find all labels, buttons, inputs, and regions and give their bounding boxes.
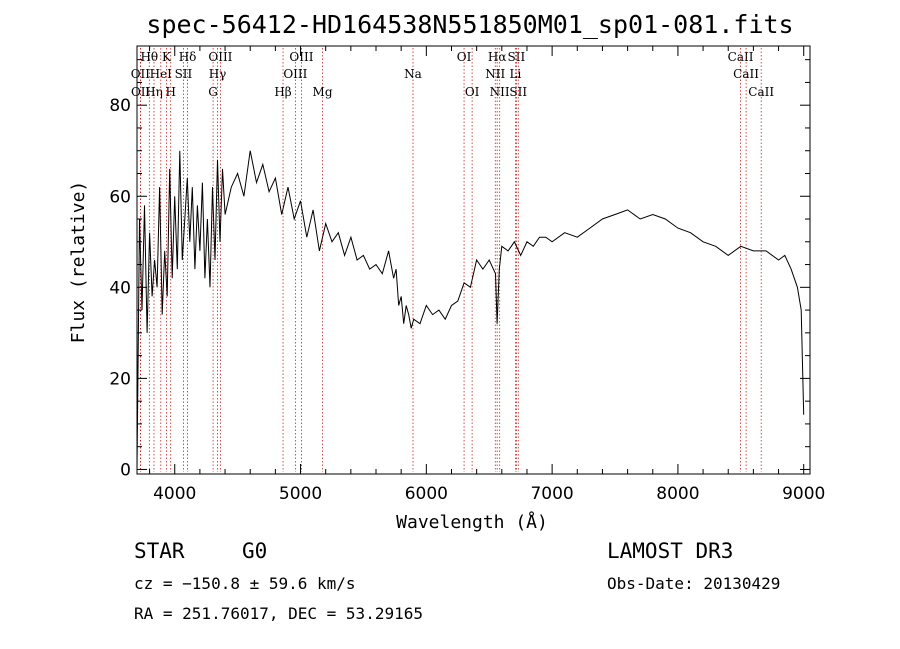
- line-label: NII: [485, 67, 505, 81]
- x-tick-label: 4000: [153, 484, 196, 504]
- plot-frame: [136, 45, 811, 475]
- line-label: G: [208, 85, 218, 99]
- y-tick-label: 20: [109, 369, 131, 389]
- x-tick-label: 6000: [405, 484, 448, 504]
- line-label: Hη: [145, 85, 163, 99]
- line-label: Mg: [313, 85, 333, 99]
- x-tick-label: 9000: [782, 484, 825, 504]
- line-label: OIII: [283, 67, 307, 81]
- line-label: OIII: [289, 50, 313, 64]
- cz-value: cz = −150.8 ± 59.6 km/s: [134, 574, 356, 593]
- object-subclass: G0: [242, 539, 267, 563]
- line-label: CaII: [733, 67, 759, 81]
- line-label: Hδ: [179, 50, 197, 64]
- line-label: OI: [465, 85, 480, 99]
- line-label: SII: [509, 85, 527, 99]
- x-ticks: 4000 5000 6000 7000 8000 9000: [149, 46, 825, 504]
- y-tick-label: 0: [120, 460, 131, 480]
- y-ticks: 0 20 40 60 80: [109, 59, 810, 480]
- line-label: OII: [131, 85, 151, 99]
- line-label: Hα: [488, 50, 507, 64]
- y-tick-label: 60: [109, 187, 131, 207]
- x-axis-label: Wavelength (Å): [396, 511, 548, 533]
- x-tick-label: 5000: [279, 484, 322, 504]
- line-label: Hγ: [209, 67, 227, 81]
- line-label: K: [162, 50, 172, 64]
- line-label: NII: [490, 85, 510, 99]
- line-label: OI: [457, 50, 472, 64]
- line-label: SII: [175, 67, 193, 81]
- line-label: Hθ: [140, 50, 158, 64]
- x-tick-label: 8000: [656, 484, 699, 504]
- chart-title: spec-56412-HD164538N551850M01_sp01-081.f…: [146, 10, 793, 39]
- line-label: Li: [509, 67, 521, 81]
- x-tick-label: 7000: [530, 484, 573, 504]
- coordinates: RA = 251.76017, DEC = 53.29165: [134, 604, 423, 623]
- line-label: SII: [508, 50, 526, 64]
- survey-name: LAMOST DR3: [607, 539, 733, 563]
- object-class: STAR: [134, 539, 185, 563]
- y-tick-label: 80: [109, 96, 131, 116]
- line-label: Hβ: [274, 85, 291, 99]
- line-label: H: [165, 85, 175, 99]
- line-label: Na: [404, 67, 422, 81]
- y-tick-label: 40: [109, 278, 131, 298]
- line-label: CaII: [728, 50, 754, 64]
- y-axis-label: Flux (relative): [68, 181, 89, 344]
- obs-date: Obs-Date: 20130429: [607, 574, 780, 593]
- line-label: CaII: [748, 85, 774, 99]
- spectrum-line: [136, 150, 805, 470]
- line-label: OIII: [208, 50, 232, 64]
- line-label: HeI: [150, 67, 173, 81]
